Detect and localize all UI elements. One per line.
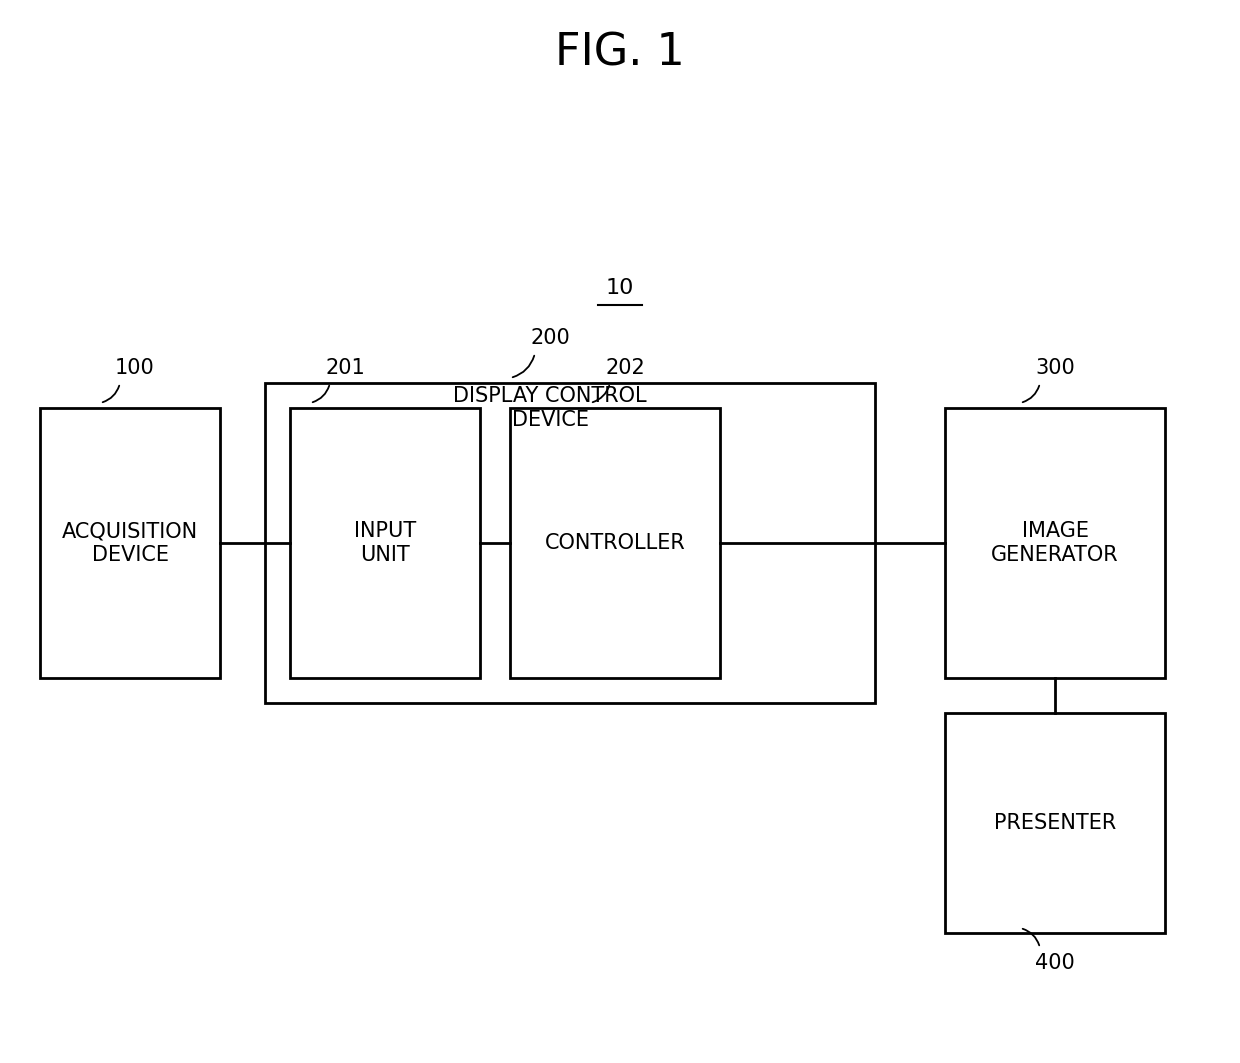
Text: 202: 202 [605,358,645,378]
Bar [265,383,875,703]
Text: PRESENTER: PRESENTER [994,813,1116,833]
Text: 10: 10 [606,279,634,298]
Bar [945,713,1166,933]
Text: 400: 400 [1035,954,1075,973]
Text: 200: 200 [531,328,570,348]
Text: CONTROLLER: CONTROLLER [544,533,686,553]
Bar [40,408,219,678]
Text: 300: 300 [1035,358,1075,378]
Bar [945,408,1166,678]
Text: IMAGE
GENERATOR: IMAGE GENERATOR [991,521,1118,564]
Text: INPUT
UNIT: INPUT UNIT [353,521,417,564]
Text: ACQUISITION
DEVICE: ACQUISITION DEVICE [62,521,198,564]
Text: DISPLAY CONTROL
DEVICE: DISPLAY CONTROL DEVICE [453,386,647,429]
Bar [290,408,480,678]
Text: 201: 201 [325,358,365,378]
Text: 100: 100 [115,358,155,378]
Text: FIG. 1: FIG. 1 [556,32,684,74]
Bar [510,408,720,678]
